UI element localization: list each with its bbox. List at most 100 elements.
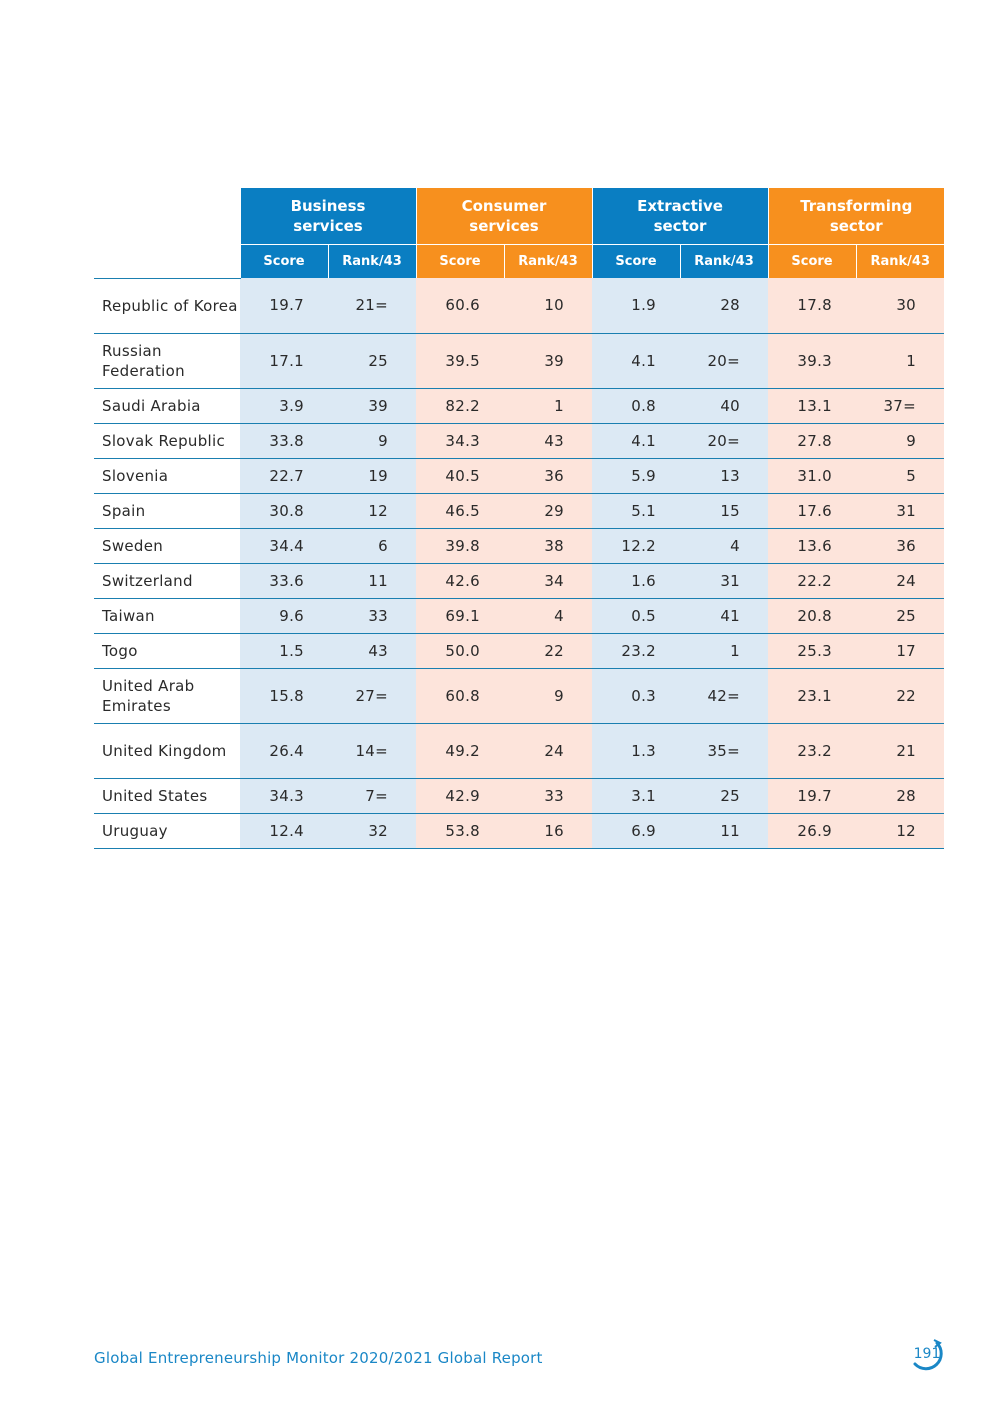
- footer-report-title: Global Entrepreneurship Monitor 2020/202…: [94, 1349, 543, 1367]
- score-cell: 4.1: [592, 333, 681, 389]
- score-cell: 31.0: [768, 458, 857, 494]
- rank-cell: 43: [504, 423, 593, 459]
- score-cell: 39.3: [768, 333, 857, 389]
- rank-cell: 31: [680, 563, 769, 599]
- rank-cell: 21: [856, 723, 945, 779]
- rank-cell: 11: [328, 563, 417, 599]
- score-cell: 4.1: [592, 423, 681, 459]
- page-circle-icon: [913, 1339, 943, 1371]
- score-cell: 3.1: [592, 778, 681, 814]
- group-label: services: [469, 217, 539, 235]
- group-label: Transforming: [800, 197, 913, 215]
- rank-cell: 14=: [328, 723, 417, 779]
- table-row: Taiwan 9.6 33 69.1 4 0.5 41 20.8 25: [94, 598, 945, 634]
- score-cell: 27.8: [768, 423, 857, 459]
- rank-cell: 4: [504, 598, 593, 634]
- score-cell: 82.2: [416, 388, 505, 424]
- rank-cell: 30: [856, 278, 945, 334]
- score-cell: 13.1: [768, 388, 857, 424]
- table-row: Togo 1.5 43 50.0 22 23.2 1 25.3 17: [94, 633, 945, 669]
- country-cell: Republic of Korea: [94, 278, 240, 334]
- rank-cell: 24: [856, 563, 945, 599]
- page-number-badge: 191: [907, 1338, 947, 1374]
- group-label: sector: [653, 217, 707, 235]
- score-cell: 60.6: [416, 278, 505, 334]
- rank-cell: 32: [328, 813, 417, 849]
- score-cell: 42.9: [416, 778, 505, 814]
- score-cell: 0.8: [592, 388, 681, 424]
- score-cell: 34.3: [240, 778, 328, 814]
- rank-cell: 41: [680, 598, 769, 634]
- score-cell: 5.9: [592, 458, 681, 494]
- rank-cell: 43: [328, 633, 417, 669]
- score-cell: 20.8: [768, 598, 857, 634]
- group-label: Consumer: [461, 197, 547, 215]
- sub-header-score: Score: [415, 244, 505, 278]
- score-cell: 9.6: [240, 598, 328, 634]
- score-cell: 1.6: [592, 563, 681, 599]
- rank-cell: 9: [328, 423, 417, 459]
- table-row: United Arab Emirates 15.8 27= 60.8 9 0.3 42= 23…: [94, 668, 945, 724]
- country-cell: Spain: [94, 493, 240, 529]
- page-number: 191: [913, 1346, 941, 1362]
- country-cell: United Arab Emirates: [94, 668, 240, 724]
- rank-cell: 1: [504, 388, 593, 424]
- table-row: Slovak Republic 33.8 9 34.3 43 4.1 20= 27.8 9: [94, 423, 945, 459]
- rank-cell: 12: [328, 493, 417, 529]
- score-cell: 5.1: [592, 493, 681, 529]
- group-header-extractive-sector: Extractive sector: [591, 188, 769, 245]
- rank-cell: 39: [504, 333, 593, 389]
- score-cell: 0.5: [592, 598, 681, 634]
- group-header-consumer-services: Consumer services: [415, 188, 593, 245]
- rank-cell: 4: [680, 528, 769, 564]
- country-cell: Togo: [94, 633, 240, 669]
- rank-cell: 11: [680, 813, 769, 849]
- rank-cell: 20=: [680, 423, 769, 459]
- sub-header-rank: Rank/43: [503, 244, 593, 278]
- sector-scores-table: Business services Consumer services Extrac…: [94, 188, 945, 849]
- country-cell: Sweden: [94, 528, 240, 564]
- country-cell: United States: [94, 778, 240, 814]
- rank-cell: 31: [856, 493, 945, 529]
- rank-cell: 16: [504, 813, 593, 849]
- score-cell: 33.8: [240, 423, 328, 459]
- sub-header-row: Score Rank/43 Score Rank/43 Score Rank/4…: [94, 244, 945, 279]
- score-cell: 53.8: [416, 813, 505, 849]
- table-row: Sweden 34.4 6 39.8 38 12.2 4 13.6 36: [94, 528, 945, 564]
- country-cell: Switzerland: [94, 563, 240, 599]
- score-cell: 26.4: [240, 723, 328, 779]
- score-cell: 60.8: [416, 668, 505, 724]
- table-row: Uruguay 12.4 32 53.8 16 6.9 11 26.9 12: [94, 813, 945, 849]
- score-cell: 23.1: [768, 668, 857, 724]
- group-label: services: [293, 217, 363, 235]
- rank-cell: 21=: [328, 278, 417, 334]
- rank-cell: 39: [328, 388, 417, 424]
- score-cell: 50.0: [416, 633, 505, 669]
- score-cell: 17.6: [768, 493, 857, 529]
- rank-cell: 34: [504, 563, 593, 599]
- rank-cell: 36: [856, 528, 945, 564]
- rank-cell: 40: [680, 388, 769, 424]
- score-cell: 25.3: [768, 633, 857, 669]
- table-row: Russian Federation 17.1 25 39.5 39 4.1 20= 39.3…: [94, 333, 945, 389]
- score-cell: 23.2: [592, 633, 681, 669]
- rank-cell: 9: [856, 423, 945, 459]
- group-header-transforming-sector: Transforming sector: [767, 188, 945, 245]
- rank-cell: 19: [328, 458, 417, 494]
- rank-cell: 5: [856, 458, 945, 494]
- table-row: Spain 30.8 12 46.5 29 5.1 15 17.6 31: [94, 493, 945, 529]
- rank-cell: 35=: [680, 723, 769, 779]
- sub-header-score: Score: [767, 244, 857, 278]
- rank-cell: 13: [680, 458, 769, 494]
- score-cell: 34.4: [240, 528, 328, 564]
- rank-cell: 6: [328, 528, 417, 564]
- score-cell: 39.5: [416, 333, 505, 389]
- group-header-business-services: Business services: [239, 188, 417, 245]
- table-row: United Kingdom 26.4 14= 49.2 24 1.3 35= 23.2 21: [94, 723, 945, 779]
- group-header-row: Business services Consumer services Extrac…: [94, 188, 945, 245]
- score-cell: 3.9: [240, 388, 328, 424]
- score-cell: 19.7: [768, 778, 857, 814]
- country-cell: Saudi Arabia: [94, 388, 240, 424]
- rank-cell: 36: [504, 458, 593, 494]
- score-cell: 17.8: [768, 278, 857, 334]
